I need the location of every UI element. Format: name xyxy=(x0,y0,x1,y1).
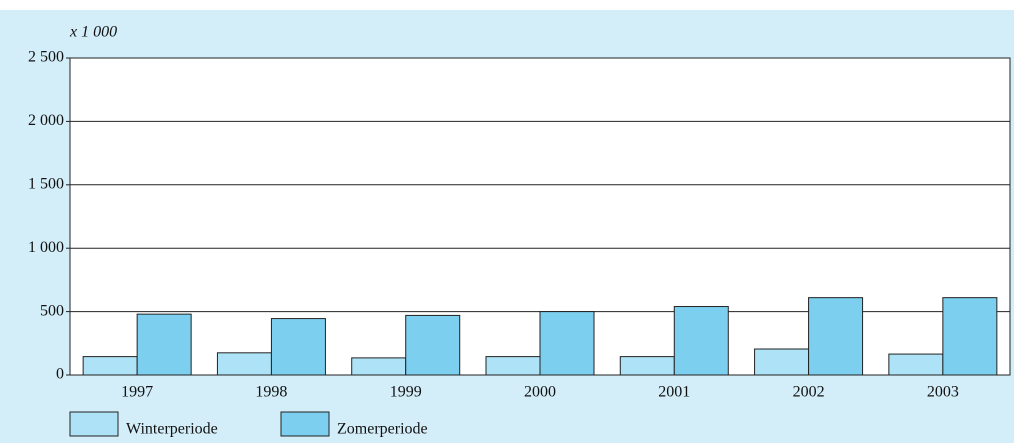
x-tick-label: 2001 xyxy=(658,384,690,401)
unit-label: x 1 000 xyxy=(69,24,117,41)
y-tick-label: 0 xyxy=(56,366,64,383)
y-tick-label: 2 500 xyxy=(28,49,64,66)
y-tick-label: 500 xyxy=(40,302,64,319)
x-tick-label: 1999 xyxy=(390,384,422,401)
bar xyxy=(808,297,864,376)
y-tick-label: 1 500 xyxy=(28,175,64,192)
bar xyxy=(485,356,541,376)
bar xyxy=(270,318,326,376)
x-tick-label: 2002 xyxy=(793,384,825,401)
bar xyxy=(136,313,192,376)
bar xyxy=(754,348,810,376)
bar xyxy=(351,357,407,376)
legend-label: Winterperiode xyxy=(126,421,218,438)
legend-swatch xyxy=(280,411,330,437)
x-tick-label: 1998 xyxy=(255,384,287,401)
bar xyxy=(539,311,595,376)
y-tick-label: 1 000 xyxy=(28,239,64,256)
x-tick-label: 1997 xyxy=(121,384,153,401)
x-tick-label: 2003 xyxy=(927,384,959,401)
bar xyxy=(942,297,998,376)
bar xyxy=(405,314,461,376)
y-tick-label: 2 000 xyxy=(28,112,64,129)
bar xyxy=(619,356,675,376)
x-tick-label: 2000 xyxy=(524,384,556,401)
bar xyxy=(216,352,272,376)
bar xyxy=(673,306,729,376)
legend-label: Zomerperiode xyxy=(337,421,428,438)
bar xyxy=(888,353,944,376)
bar xyxy=(82,356,138,376)
legend-swatch xyxy=(69,411,119,437)
